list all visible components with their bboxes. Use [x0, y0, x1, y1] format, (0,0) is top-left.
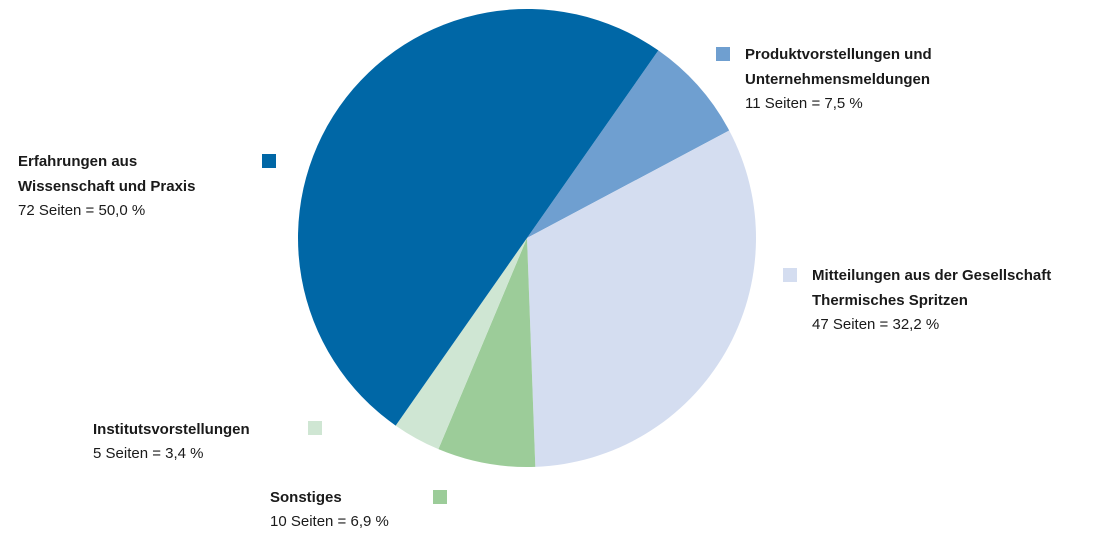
value-label: 11 Seiten = 7,5 %: [745, 95, 863, 112]
legend-label: Institutsvorstellungen: [93, 421, 250, 438]
pie-slice: [395, 238, 527, 450]
legend-swatch: [308, 421, 322, 435]
value-label: 47 Seiten = 32,2 %: [812, 316, 939, 333]
legend-swatch: [433, 490, 447, 504]
legend-label: Mitteilungen aus der Gesellschaft: [812, 267, 1051, 284]
pie-slice: [527, 50, 730, 238]
value-label: 72 Seiten = 50,0 %: [18, 202, 145, 219]
legend-label: Sonstiges: [270, 489, 342, 506]
legend-label: Thermisches Spritzen: [812, 292, 968, 309]
legend-label: Unternehmensmeldungen: [745, 71, 930, 88]
value-label: 10 Seiten = 6,9 %: [270, 513, 389, 530]
legend-swatch: [716, 47, 730, 61]
pie-slice: [527, 130, 756, 467]
value-label: 5 Seiten = 3,4 %: [93, 445, 204, 462]
legend-swatch: [262, 154, 276, 168]
legend-label: Wissenschaft und Praxis: [18, 178, 195, 195]
pie-slice: [298, 8, 659, 426]
legend-label: Erfahrungen aus: [18, 153, 137, 170]
legend-label: Produktvorstellungen und: [745, 46, 932, 63]
legend-swatch: [783, 268, 797, 282]
pie-slice: [438, 238, 536, 468]
